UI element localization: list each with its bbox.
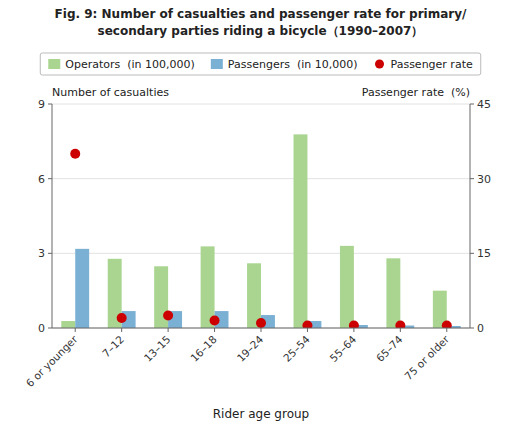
x-tick-label: 19–24 — [234, 333, 265, 364]
x-tick — [75, 328, 76, 332]
y-tick-label: 0 — [38, 322, 45, 335]
legend-swatch — [375, 60, 384, 69]
y2-tick — [470, 328, 474, 329]
rate-dot — [256, 318, 266, 328]
legend: Operators (in 100,000) Passengers (in 10,… — [40, 53, 480, 75]
bar — [294, 134, 308, 328]
legend-swatch — [48, 59, 60, 69]
y-axis-label: Number of casualties — [52, 86, 169, 99]
marks — [61, 134, 460, 328]
y-tick-label: 9 — [38, 98, 45, 111]
x-tick — [400, 328, 401, 332]
x-tick-label: 65–74 — [374, 333, 405, 364]
rate-dot — [302, 321, 312, 328]
grid-line — [52, 104, 470, 105]
y2-tick-label: 15 — [477, 247, 491, 260]
bar — [61, 321, 75, 328]
x-axis-label: Rider age group — [213, 407, 309, 421]
grid-line — [52, 253, 470, 254]
bar — [340, 246, 354, 328]
y-axis-line — [52, 104, 53, 328]
y-tick — [48, 328, 52, 329]
chart: Fig. 9: Number of casualties and passeng… — [0, 0, 521, 426]
x-tick — [121, 328, 122, 332]
rate-dot — [349, 321, 359, 328]
rate-dot — [163, 311, 173, 321]
x-tick-label: 75 or older — [402, 332, 452, 382]
y-tick-label: 6 — [38, 173, 45, 186]
rate-dot — [395, 321, 405, 328]
legend-frame — [40, 53, 480, 75]
legend-swatch — [211, 59, 223, 69]
legend-label: Operators (in 100,000) — [65, 58, 195, 71]
y2-tick-label: 30 — [477, 173, 491, 186]
y2-tick — [470, 104, 474, 105]
y2-tick — [470, 178, 474, 179]
y2-tick-label: 0 — [477, 322, 484, 335]
rate-dot — [442, 321, 452, 328]
x-tick-label: 16–18 — [188, 333, 219, 364]
axes: 0 3 6 9 0 15 30 45 6 or younger 7–12 13–15 16–18 19–… — [23, 98, 491, 389]
bar — [247, 263, 261, 328]
grid-line — [52, 178, 470, 179]
x-tick-label: 7–12 — [100, 333, 126, 359]
x-tick — [214, 328, 215, 332]
rate-dot — [210, 316, 220, 326]
legend-label: Passengers (in 10,000) — [228, 58, 358, 71]
x-tick — [446, 328, 447, 332]
bar — [201, 246, 215, 328]
y-tick-label: 3 — [38, 247, 45, 260]
legend-item: Operators (in 100,000) — [48, 58, 195, 71]
x-tick-label: 6 or younger — [23, 332, 80, 389]
x-tick — [168, 328, 169, 332]
y2-axis-line — [470, 104, 471, 328]
x-tick — [353, 328, 354, 332]
y-tick — [48, 178, 52, 179]
legend-item: Passengers (in 10,000) — [211, 58, 358, 71]
y2-axis-label: Passenger rate (%) — [362, 86, 470, 99]
bar — [386, 258, 400, 328]
title: Fig. 9: Number of casualties and passeng… — [55, 7, 467, 21]
x-tick-label: 25–54 — [281, 333, 312, 364]
rate-dot — [70, 149, 80, 159]
rate-dot — [117, 313, 127, 323]
y-tick — [48, 253, 52, 254]
x-tick — [261, 328, 262, 332]
y-tick — [48, 104, 52, 105]
x-tick — [307, 328, 308, 332]
y2-tick — [470, 253, 474, 254]
x-tick-label: 13–15 — [141, 333, 172, 364]
grid — [52, 104, 470, 328]
legend-item: Passenger rate — [375, 58, 473, 71]
y2-tick-label: 45 — [477, 98, 491, 111]
bar — [75, 249, 89, 328]
subtitle: secondary parties riding a bicycle（1990–… — [98, 24, 424, 38]
x-tick-label: 55–64 — [327, 333, 358, 364]
legend-label: Passenger rate — [391, 58, 473, 71]
